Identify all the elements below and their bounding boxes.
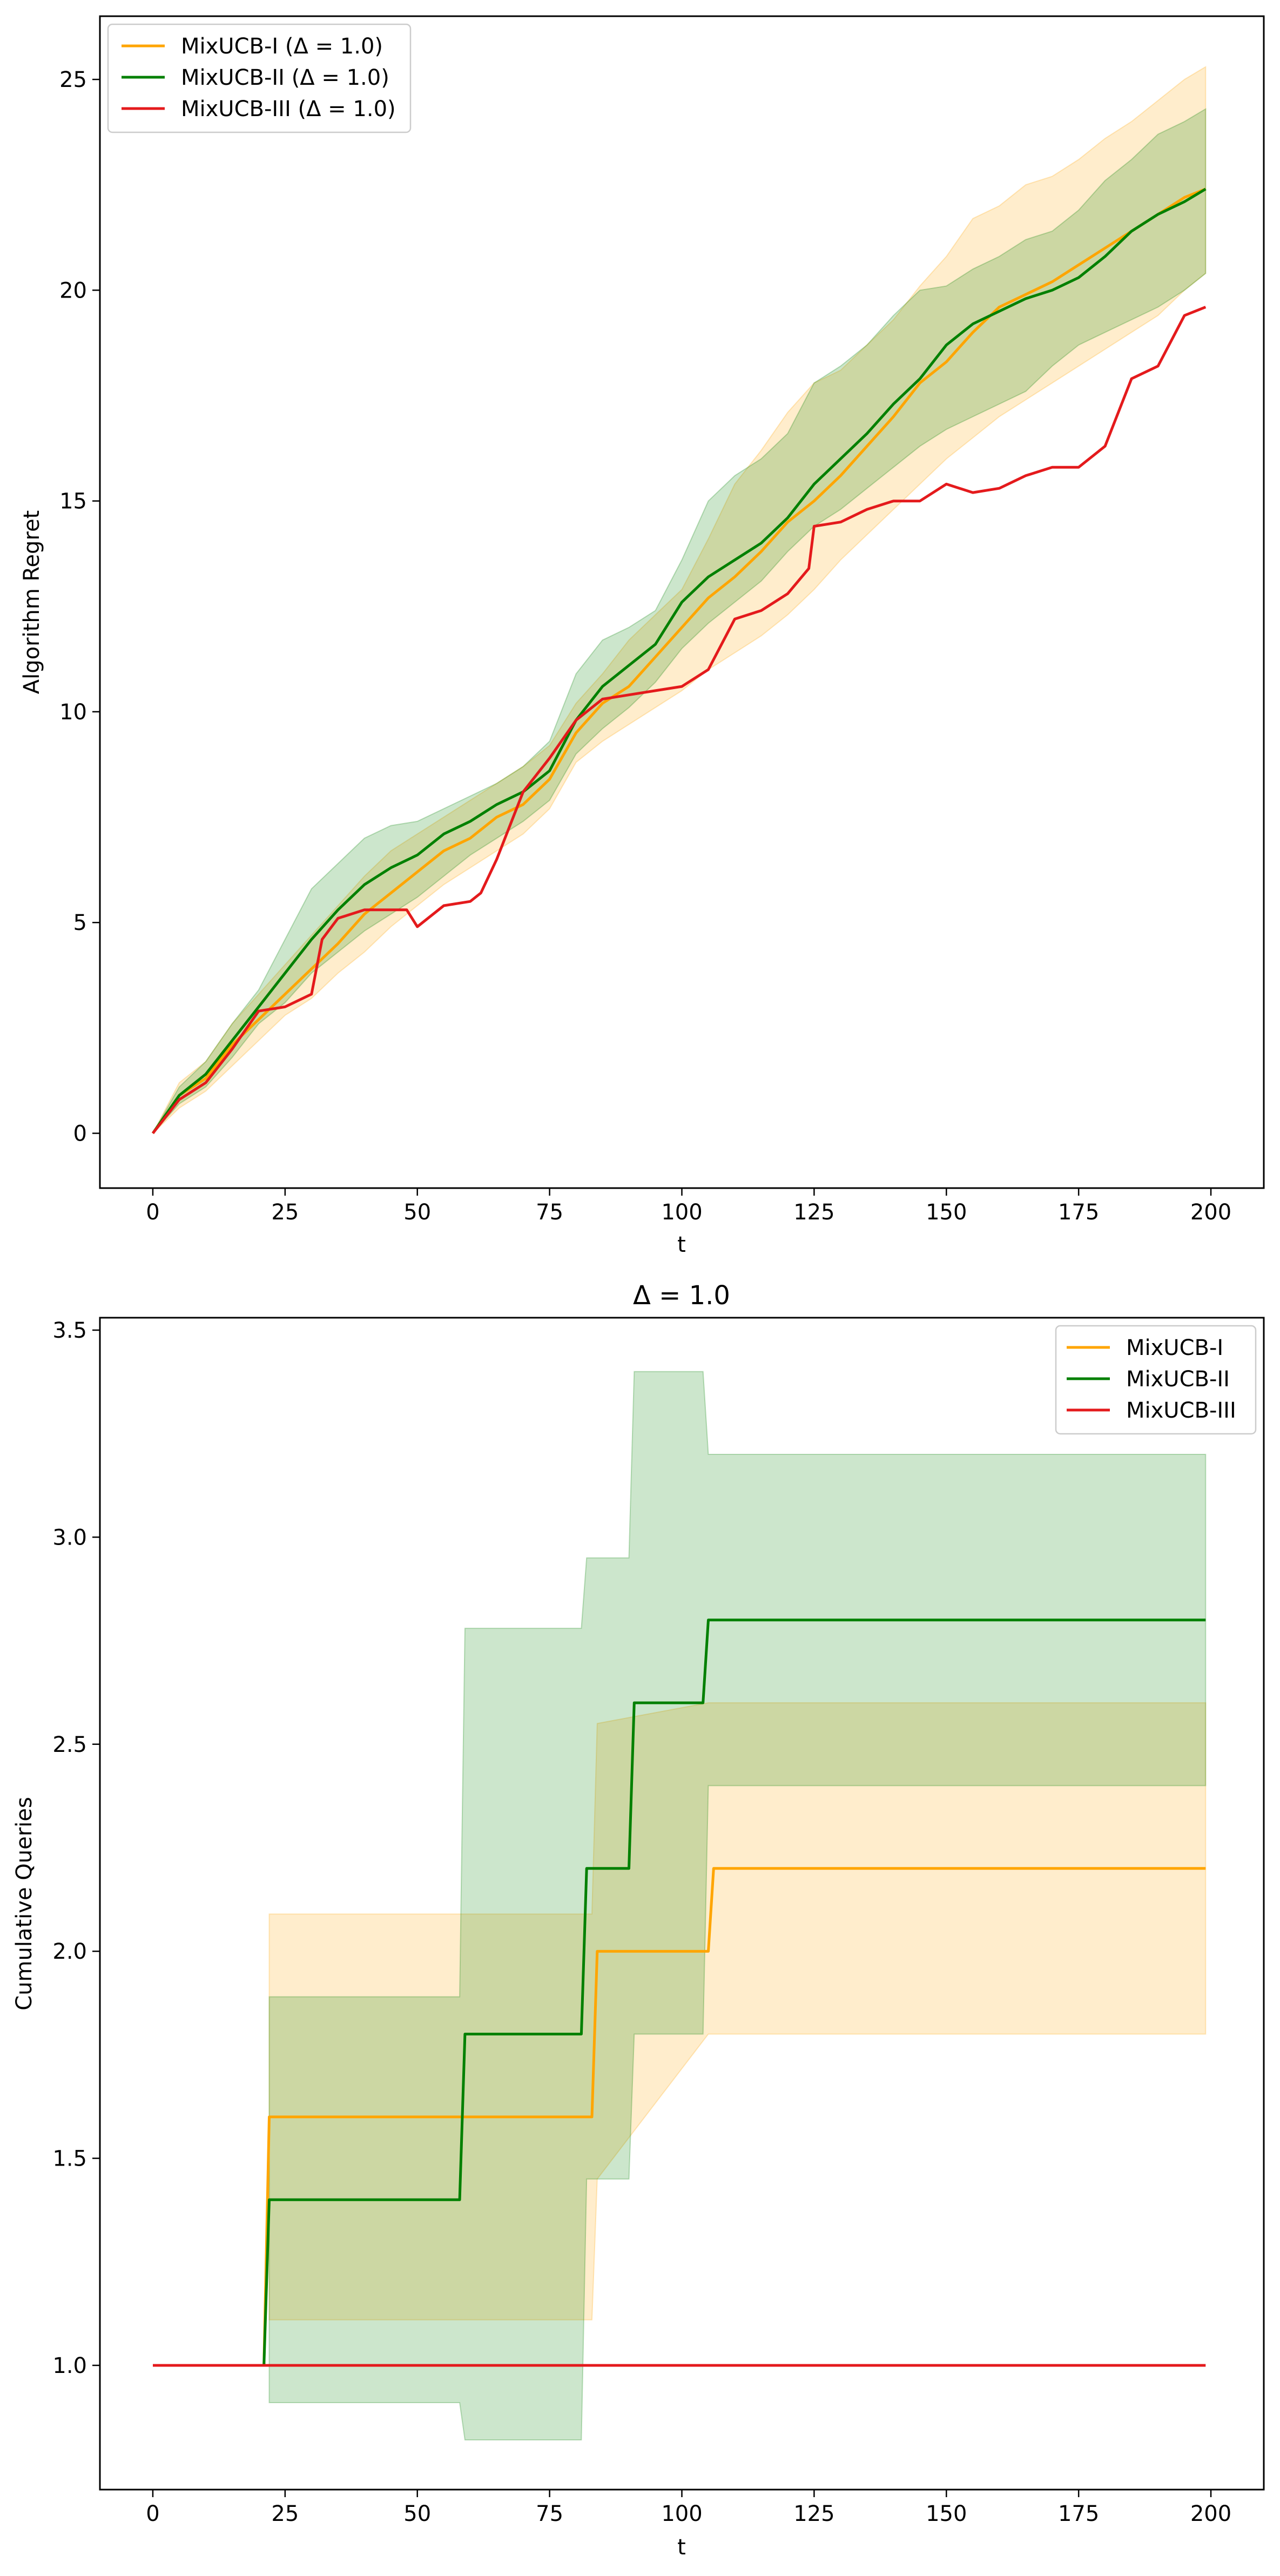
mixucb-ii-confidence-band — [268, 1371, 1207, 2440]
x-tick-label: 25 — [271, 2501, 299, 2526]
y-tick-label: 3.5 — [52, 1318, 87, 1343]
y-axis-label: Algorithm Regret — [19, 510, 44, 694]
x-tick-label: 0 — [146, 2501, 159, 2526]
x-axis-label: t — [677, 2535, 686, 2560]
mixucb-i-legend-label: MixUCB-I — [1126, 1336, 1223, 1360]
queries-chart: 0 25 50 75 100 125 150 175 200 1.0 1.5 2.0 2.5 3.0 3.… — [12, 1280, 1265, 2560]
x-axis-label: t — [677, 1232, 686, 1257]
x-tick-label: 200 — [1190, 2501, 1231, 2526]
legend-items: MixUCB-I MixUCB-II MixUCB-III — [1067, 1336, 1236, 1423]
x-tick-label: 200 — [1190, 1200, 1231, 1225]
mixucb-iii-line — [152, 306, 1207, 1135]
x-tick-label: 150 — [926, 2501, 967, 2526]
x-tick-label: 50 — [403, 2501, 431, 2526]
mixucb-ii-line — [151, 187, 1207, 1134]
x-tick-label: 25 — [271, 1200, 299, 1225]
y-tick-label: 10 — [59, 700, 87, 725]
y-tick-label: 0 — [73, 1122, 87, 1147]
y-axis-label: Cumulative Queries — [12, 1797, 37, 2010]
y-axis-ticks: 0 5 10 15 20 25 — [59, 68, 100, 1147]
x-tick-label: 75 — [536, 2501, 563, 2526]
mixucb-iii-legend-label: MixUCB-III (Δ = 1.0) — [181, 97, 396, 122]
mixucb-i-line — [151, 187, 1207, 1134]
y-tick-label: 1.5 — [52, 2147, 87, 2172]
series-lines — [153, 1619, 1206, 2367]
x-tick-label: 150 — [926, 1200, 967, 1225]
y-tick-label: 5 — [73, 911, 87, 935]
mixucb-ii-legend-label: MixUCB-II — [1126, 1367, 1230, 1392]
y-tick-label: 2.5 — [52, 1732, 87, 1757]
y-tick-label: 20 — [59, 278, 87, 303]
x-tick-label: 175 — [1058, 1200, 1099, 1225]
x-tick-label: 125 — [793, 2501, 834, 2526]
y-tick-label: 15 — [59, 489, 87, 514]
legend-box — [107, 23, 412, 133]
legend: MixUCB-I MixUCB-II MixUCB-III — [1055, 1325, 1257, 1435]
x-axis-ticks: 0 25 50 75 100 125 150 175 200 — [146, 1188, 1231, 1225]
x-tick-label: 75 — [536, 1200, 563, 1225]
x-tick-label: 125 — [793, 1200, 834, 1225]
mixucb-i-legend-label: MixUCB-I (Δ = 1.0) — [181, 34, 383, 59]
x-tick-label: 50 — [403, 1200, 431, 1225]
y-tick-label: 25 — [59, 68, 87, 92]
regret-chart: 0 25 50 75 100 125 150 175 200 0 5 10 15 20 25 t Algo… — [19, 15, 1265, 1257]
confidence-bands — [268, 1371, 1207, 2440]
legend: MixUCB-I (Δ = 1.0) MixUCB-II (Δ = 1.0) Mix… — [107, 23, 412, 133]
x-tick-label: 100 — [661, 1200, 702, 1225]
mixucb-iii-legend-label: MixUCB-III — [1126, 1398, 1236, 1423]
chart-title: Δ = 1.0 — [633, 1280, 730, 1311]
legend-box — [1055, 1325, 1257, 1435]
y-tick-label: 2.0 — [52, 1939, 87, 1964]
y-tick-label: 1.0 — [52, 2354, 87, 2378]
mixucb-i-confidence-band — [152, 65, 1207, 1134]
legend-items: MixUCB-I (Δ = 1.0) MixUCB-II (Δ = 1.0) Mix… — [122, 34, 396, 122]
mixucb-ii-line — [153, 1619, 1206, 2367]
y-tick-label: 3.0 — [52, 1525, 87, 1550]
x-tick-label: 175 — [1058, 2501, 1099, 2526]
x-tick-label: 0 — [146, 1200, 159, 1225]
x-axis-ticks: 0 25 50 75 100 125 150 175 200 — [146, 2490, 1231, 2526]
mixucb-ii-legend-label: MixUCB-II (Δ = 1.0) — [181, 65, 389, 90]
x-tick-label: 100 — [661, 2501, 702, 2526]
mixucb-i-confidence-band — [268, 1702, 1207, 2321]
y-axis-ticks: 1.0 1.5 2.0 2.5 3.0 3.5 — [52, 1318, 100, 2378]
series-lines — [151, 187, 1207, 1135]
